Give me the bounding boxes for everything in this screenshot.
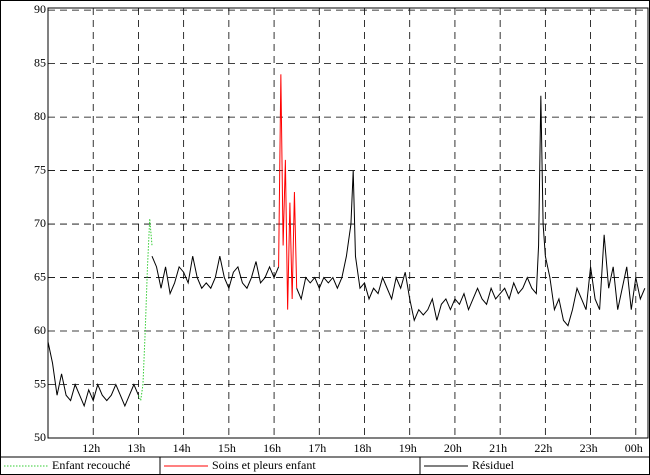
y-tick-label: 80 [34,109,46,123]
x-tick-label: 12h [82,441,100,455]
x-tick-label: 17h [308,441,326,455]
x-tick-label: 13h [127,441,145,455]
x-tick-label: 18h [354,441,372,455]
x-tick-label: 22h [534,441,552,455]
legend-label: Enfant recouché [52,458,130,472]
series-line [278,74,298,310]
legend-label: Soins et pleurs enfant [212,458,316,472]
x-tick-label: 15h [218,441,236,455]
x-tick-label: 14h [173,441,191,455]
y-tick-label: 75 [34,162,46,176]
y-tick-label: 50 [34,430,46,444]
series-line [137,218,153,403]
x-tick-label: 21h [489,441,507,455]
series-line [47,95,646,408]
x-tick-label: 00h [625,441,643,455]
x-tick-label: 19h [399,441,417,455]
y-tick-label: 70 [34,216,46,230]
x-tick-label: 16h [263,441,281,455]
y-tick-label: 90 [34,2,46,16]
x-tick-label: 20h [444,441,462,455]
legend-label: Résiduel [472,458,515,472]
y-tick-label: 60 [34,323,46,337]
y-tick-label: 85 [34,55,46,69]
x-tick-label: 23h [580,441,598,455]
y-tick-label: 55 [34,376,46,390]
y-tick-label: 65 [34,269,46,283]
